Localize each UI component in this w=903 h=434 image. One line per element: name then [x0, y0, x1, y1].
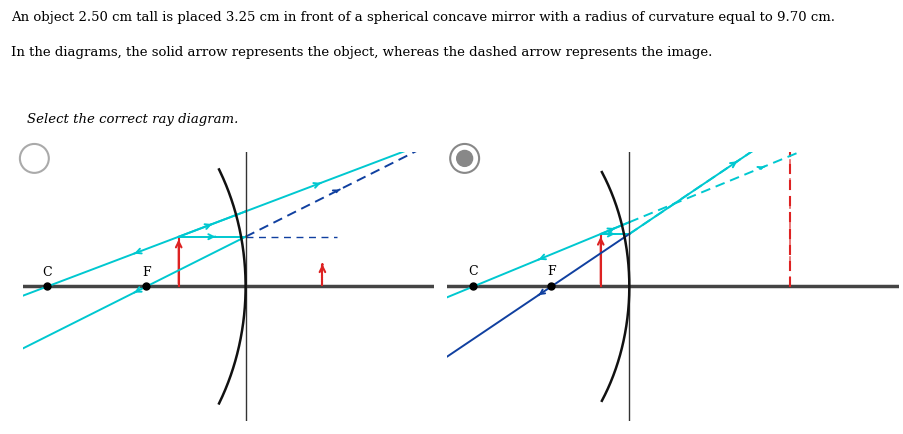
Text: In the diagrams, the solid arrow represents the object, whereas the dashed arrow: In the diagrams, the solid arrow represe…: [11, 46, 712, 59]
Text: F: F: [546, 265, 555, 278]
Text: Select the correct ray diagram.: Select the correct ray diagram.: [27, 113, 238, 126]
Text: C: C: [42, 266, 52, 279]
Text: An object 2.50 cm tall is placed 3.25 cm in front of a spherical concave mirror : An object 2.50 cm tall is placed 3.25 cm…: [11, 11, 834, 24]
Text: F: F: [142, 266, 151, 279]
Text: C: C: [468, 265, 478, 278]
